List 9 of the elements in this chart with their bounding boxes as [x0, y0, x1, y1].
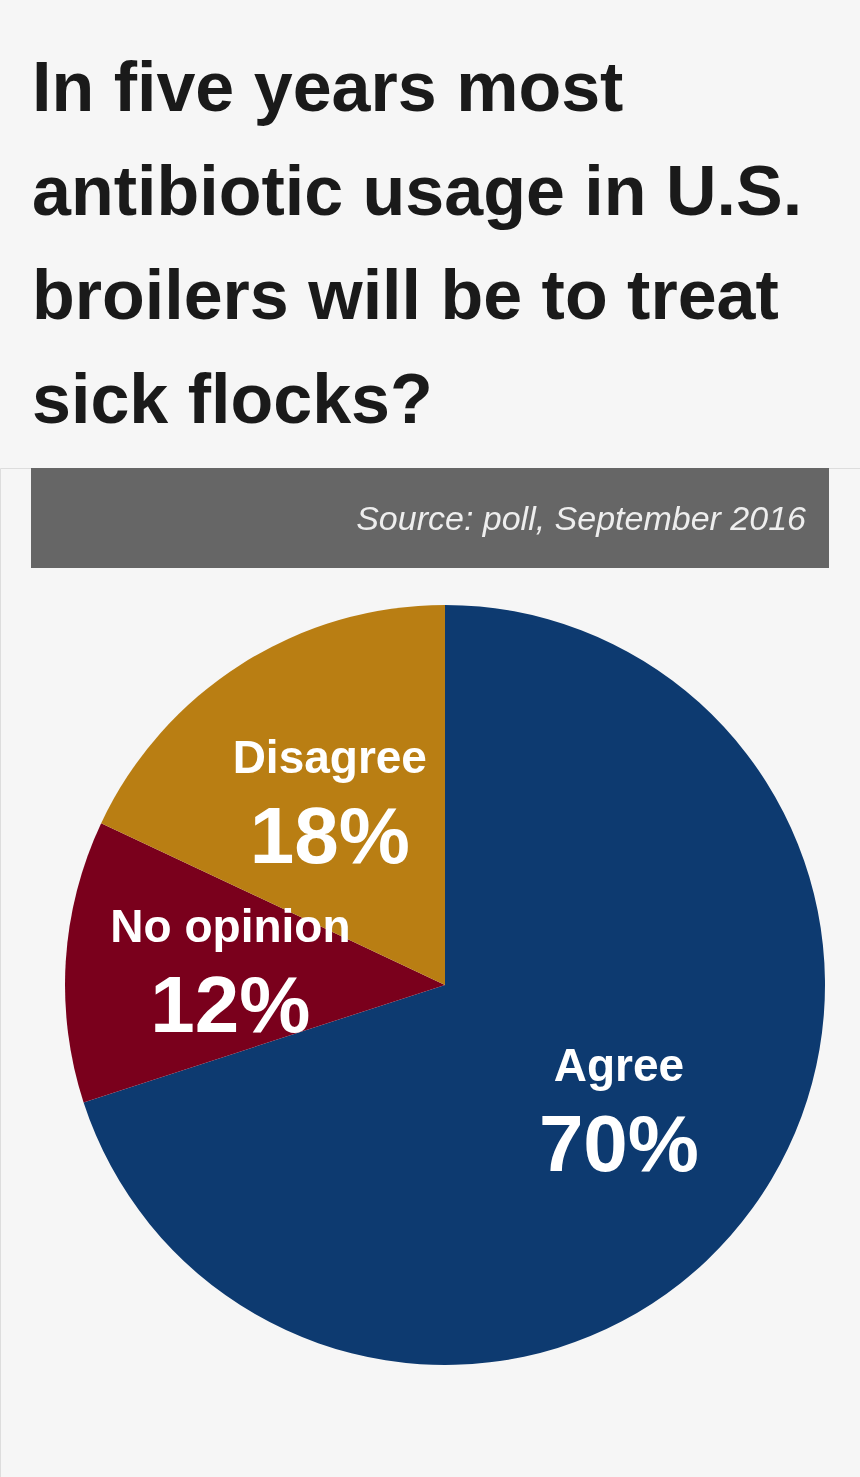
- pie-slice: [83, 605, 825, 1365]
- slice-label: Agree: [553, 1039, 685, 1092]
- data-label: 70%: [538, 1099, 699, 1189]
- slice-label: No opinion: [110, 899, 351, 952]
- source-note: Source: poll, September 2016: [356, 499, 807, 537]
- slice-label: Disagree: [232, 731, 427, 784]
- data-label: 18%: [249, 791, 410, 881]
- chart-title: In five years most antibiotic usage in U.S. broilers will be to treat sick flocks?: [32, 48, 803, 438]
- data-label: 12%: [150, 959, 311, 1049]
